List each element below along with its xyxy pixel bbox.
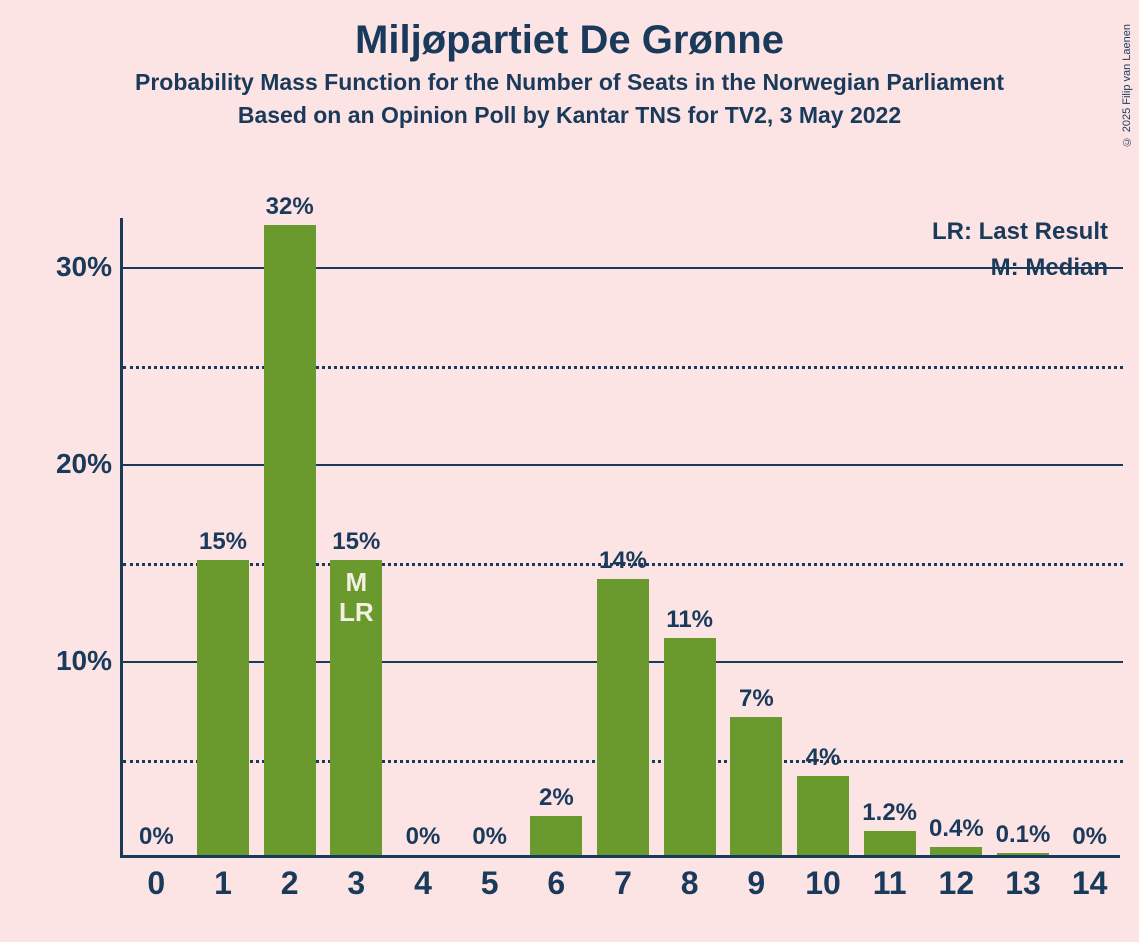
bar: 15%MLR bbox=[330, 560, 382, 855]
bar-value-label: 15% bbox=[332, 528, 380, 556]
xtick-label: 6 bbox=[547, 865, 565, 902]
xtick-label: 13 bbox=[1005, 865, 1041, 902]
bar-value-label: 7% bbox=[739, 685, 774, 713]
xtick-label: 7 bbox=[614, 865, 632, 902]
bar: 2% bbox=[530, 816, 582, 855]
bar-value-label: 4% bbox=[806, 744, 841, 772]
chart-title: Miljøpartiet De Grønne bbox=[0, 18, 1139, 63]
xtick-label: 9 bbox=[747, 865, 765, 902]
bar-value-label: 0% bbox=[1072, 823, 1107, 851]
plot-region: LR: Last Result M: Median 10%20%30%0%015… bbox=[120, 218, 1120, 858]
xtick-label: 3 bbox=[347, 865, 365, 902]
bar-value-label: 11% bbox=[666, 606, 713, 634]
bar-value-label: 0.1% bbox=[996, 821, 1051, 849]
bar: 0.4% bbox=[930, 847, 982, 855]
xtick-label: 2 bbox=[281, 865, 299, 902]
bar-annotation: MLR bbox=[339, 568, 374, 628]
bar-value-label: 15% bbox=[199, 528, 247, 556]
ytick-label: 20% bbox=[56, 448, 112, 480]
xtick-label: 1 bbox=[214, 865, 232, 902]
chart-subtitle-2: Based on an Opinion Poll by Kantar TNS f… bbox=[0, 102, 1139, 129]
xtick-label: 5 bbox=[481, 865, 499, 902]
ytick-label: 30% bbox=[56, 251, 112, 283]
bar-value-label: 2% bbox=[539, 784, 574, 812]
bar: 1.2% bbox=[864, 831, 916, 855]
bar-value-label: 0% bbox=[472, 823, 507, 851]
bar: 7% bbox=[730, 717, 782, 855]
bar-value-label: 32% bbox=[266, 193, 314, 221]
bar: 15% bbox=[197, 560, 249, 855]
bar: 0.1% bbox=[997, 853, 1049, 855]
bar: 32% bbox=[264, 225, 316, 855]
xtick-label: 12 bbox=[939, 865, 975, 902]
copyright-text: © 2025 Filip van Laenen bbox=[1121, 24, 1133, 147]
xtick-label: 14 bbox=[1072, 865, 1108, 902]
bar: 4% bbox=[797, 776, 849, 855]
xtick-label: 10 bbox=[805, 865, 841, 902]
xtick-label: 4 bbox=[414, 865, 432, 902]
ytick-label: 10% bbox=[56, 645, 112, 677]
chart-subtitle-1: Probability Mass Function for the Number… bbox=[0, 69, 1139, 96]
xtick-label: 8 bbox=[681, 865, 699, 902]
chart-area: LR: Last Result M: Median 10%20%30%0%015… bbox=[120, 218, 1120, 858]
legend: LR: Last Result M: Median bbox=[932, 214, 1108, 286]
bar-value-label: 14% bbox=[599, 547, 647, 575]
bar: 11% bbox=[664, 638, 716, 855]
title-block: Miljøpartiet De Grønne Probability Mass … bbox=[0, 18, 1139, 129]
bar-value-label: 0.4% bbox=[929, 815, 984, 843]
bar: 14% bbox=[597, 579, 649, 855]
bar-value-label: 0% bbox=[139, 823, 174, 851]
xtick-label: 11 bbox=[873, 865, 907, 902]
xtick-label: 0 bbox=[147, 865, 165, 902]
bar-value-label: 0% bbox=[406, 823, 441, 851]
legend-lr: LR: Last Result bbox=[932, 214, 1108, 250]
bar-value-label: 1.2% bbox=[862, 799, 917, 827]
